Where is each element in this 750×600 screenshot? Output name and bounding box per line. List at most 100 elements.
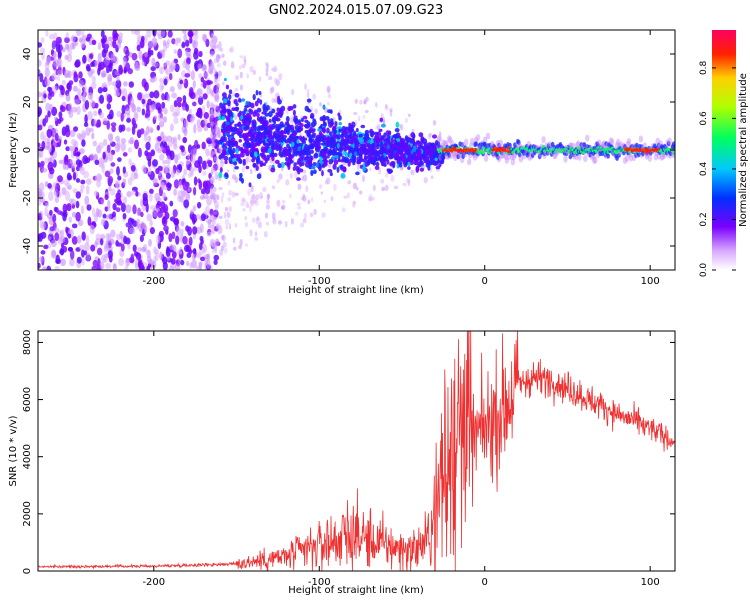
spectrogram-blob (174, 37, 179, 47)
spectrogram-blob (297, 183, 302, 190)
spectrogram-blob (265, 72, 269, 77)
spectrogram-blob (94, 174, 99, 182)
spectrogram-blob (413, 158, 418, 162)
spectrogram-blob (249, 129, 252, 134)
spectrogram-blob (247, 113, 252, 119)
spectrogram-blob (64, 73, 69, 78)
spectrogram-blob (188, 249, 193, 254)
spectrogram-blob (197, 95, 204, 106)
spectrogram-blob (336, 166, 340, 173)
spectrogram-blob (193, 176, 198, 186)
spectrogram-blob (68, 47, 72, 57)
spectrogram-blob (60, 258, 66, 267)
spectrogram-blob (78, 219, 83, 227)
spectrogram-blob (326, 136, 331, 142)
spectrogram-blob (304, 119, 309, 123)
spectrogram-blob (113, 56, 119, 65)
spectrogram-blob (294, 118, 298, 124)
spectrogram-blob (368, 167, 372, 172)
spectrogram-blob (38, 42, 43, 48)
spectrogram-blob (198, 164, 202, 174)
y-tick-label: 2000 (22, 501, 33, 526)
spectrogram-blob (127, 217, 134, 226)
spectrogram-blob (153, 38, 158, 46)
spectrogram-blob (318, 131, 323, 137)
spectrogram-blob (103, 43, 110, 50)
spectrogram-blob (199, 195, 205, 200)
spectrogram-blob (380, 113, 384, 119)
spectrogram-blob (219, 102, 223, 109)
spectrogram-blob (255, 89, 259, 96)
spectrogram-blob (197, 155, 203, 165)
spectrogram-blob (286, 143, 290, 149)
spectrogram-blob (112, 39, 117, 49)
spectrogram-blob (406, 144, 412, 150)
spectrogram-blob (152, 260, 157, 269)
spectrogram-blob (210, 185, 214, 192)
spectrogram-blob (356, 186, 359, 191)
spectrogram-blob (341, 155, 346, 162)
spectrogram-blob (218, 186, 223, 191)
spectrogram-blob (252, 199, 257, 205)
spectrogram-blob (329, 109, 333, 114)
spectrogram-blob (278, 109, 284, 116)
spectrogram-blob (192, 248, 197, 254)
spectrogram-blob (317, 128, 322, 132)
spectrogram-blob (221, 92, 227, 98)
spectrogram-blob (310, 112, 315, 119)
spectrogram-blob (414, 161, 419, 166)
spectrogram-blob (352, 182, 358, 190)
spectrogram-blob (70, 35, 76, 42)
spectrogram-blob (296, 177, 301, 181)
spectrogram-blob (381, 162, 385, 167)
spectrogram-blob (97, 209, 103, 218)
spectrogram-blob (214, 247, 218, 254)
spectrogram-blob (210, 133, 214, 139)
spectrogram-blob (248, 108, 252, 114)
spectrogram-blob (467, 158, 472, 166)
spectrogram-blob (180, 145, 185, 153)
spectrogram-blob (201, 160, 207, 170)
spectrogram-blob (212, 163, 219, 171)
spectrogram-blob (39, 219, 44, 229)
spectrogram-blob (190, 148, 196, 157)
spectrogram-blob (303, 156, 309, 161)
spectrogram-blob (47, 182, 52, 189)
spectrogram-blob (288, 135, 293, 141)
spectrogram-blob (221, 160, 226, 165)
spectrogram-blob (227, 141, 232, 148)
spectrogram-blob (89, 99, 96, 108)
spectrogram-blob (412, 145, 417, 152)
spectrogram-blob (47, 110, 51, 118)
spectrogram-blob (343, 132, 347, 138)
spectrogram-blob (399, 124, 404, 131)
colorbar-tick-label: 0.6 (699, 111, 709, 126)
spectrogram-blob (84, 99, 90, 110)
spectrogram-blob (349, 146, 353, 152)
spectrogram-blob (213, 198, 217, 204)
spectrogram-blob (309, 212, 314, 218)
spectrogram-blob (225, 84, 230, 90)
spectrogram-blob (265, 67, 269, 74)
spectrogram-blob (464, 138, 469, 146)
spectrogram-blob (192, 30, 199, 36)
spectrogram-blob (219, 249, 224, 256)
spectrogram-blob (116, 200, 123, 206)
spectrogram-blob (395, 132, 401, 137)
spectrogram-blob (235, 147, 239, 155)
spectrogram-blob (197, 63, 202, 70)
spectrogram-blob (176, 226, 181, 236)
spectrogram-blob (234, 176, 239, 184)
spectrogram-blob (352, 161, 356, 166)
spectrogram-blob (243, 107, 248, 112)
spectrogram-blob (206, 231, 212, 237)
spectrogram-blob (75, 200, 80, 209)
spectrogram-blob (104, 194, 109, 201)
spectrogram-blob (406, 177, 411, 184)
spectrogram-blob (161, 101, 166, 109)
spectrogram-blob (437, 134, 442, 142)
spectrogram-blob (277, 95, 281, 102)
spectrogram-blob (192, 41, 199, 49)
